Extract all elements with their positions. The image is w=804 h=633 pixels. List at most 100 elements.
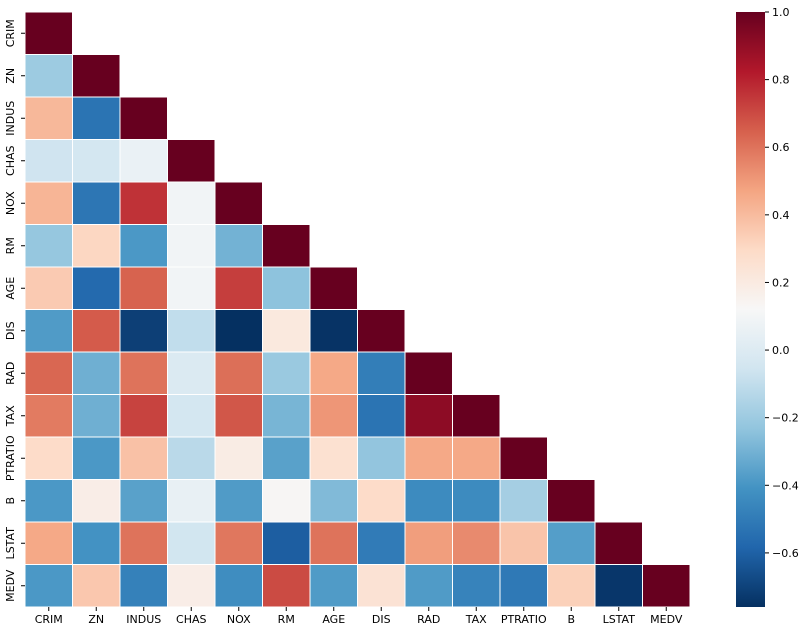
heatmap-cell-medv-age (309, 564, 358, 608)
x-tick-label: CHAS (176, 613, 206, 626)
x-tick-label: RM (278, 613, 295, 626)
heatmap-cell-dis-nox (214, 309, 263, 353)
y-tick-label: RAD (4, 362, 17, 385)
heatmap-cell-tax-age (309, 394, 358, 438)
heatmap-cell-lstat-age (309, 521, 358, 565)
heatmap-cell-ptratio-zn (72, 436, 121, 480)
heatmap-cell-medv-crim (24, 564, 73, 608)
heatmap-cell-zn-zn (72, 54, 121, 98)
heatmap-cell-age-rm (262, 266, 311, 310)
heatmap-cell-lstat-dis (357, 521, 406, 565)
heatmap-cell-ptratio-dis (357, 436, 406, 480)
colorbar-tick-label: −0.4 (772, 479, 799, 492)
x-tick-label: DIS (372, 613, 391, 626)
heatmap-cell-lstat-chas (167, 521, 216, 565)
heatmap-cell-ptratio-indus (119, 436, 168, 480)
y-tick-label: MEDV (4, 569, 17, 602)
y-tick-label: B (4, 497, 17, 505)
heatmap-cell-ptratio-crim (24, 436, 73, 480)
heatmap-cell-ptratio-ptratio (499, 436, 548, 480)
x-tick-label: INDUS (126, 613, 161, 626)
y-tick-label: DIS (4, 321, 17, 340)
y-tick-label: CHAS (4, 146, 17, 176)
heatmap-cell-crim-crim (24, 11, 73, 55)
x-tick-label: NOX (227, 613, 251, 626)
heatmap-cell-ptratio-nox (214, 436, 263, 480)
heatmap-cell-age-zn (72, 266, 121, 310)
heatmap-cell-tax-rad (404, 394, 453, 438)
heatmap-cell-b-crim (24, 479, 73, 523)
heatmap-cell-tax-indus (119, 394, 168, 438)
heatmap-cell-medv-zn (72, 564, 121, 608)
heatmap-cell-b-zn (72, 479, 121, 523)
heatmap-cell-lstat-nox (214, 521, 263, 565)
x-tick-label: RAD (417, 613, 440, 626)
heatmap-cell-b-rad (404, 479, 453, 523)
heatmap-cell-age-chas (167, 266, 216, 310)
y-tick-label: CRIM (4, 19, 17, 47)
colorbar-gradient (736, 12, 765, 607)
heatmap-cell-rm-crim (24, 224, 73, 268)
y-tick-label: PTRATIO (4, 435, 17, 481)
colorbar-tick-label: 0.4 (772, 209, 790, 222)
y-axis-ticks: CRIM ZN INDUS CHAS NOX RM AGE DIS RAD TAX PTRATIO B… (4, 19, 25, 602)
heatmap-cell-b-nox (214, 479, 263, 523)
heatmap-cell-lstat-lstat (594, 521, 643, 565)
x-tick-label: AGE (322, 613, 345, 626)
heatmap-cell-tax-tax (452, 394, 501, 438)
heatmap-cell-rm-nox (214, 224, 263, 268)
heatmap-cell-b-rm (262, 479, 311, 523)
heatmap-cell-indus-indus (119, 96, 168, 140)
heatmap-cell-medv-tax (452, 564, 501, 608)
colorbar-tick-label: 0.0 (772, 344, 790, 357)
y-tick-label: INDUS (4, 101, 17, 136)
colorbar-tick-label: 1.0 (772, 6, 790, 19)
colorbar-tick-label: 0.6 (772, 141, 790, 154)
heatmap-cell-lstat-rad (404, 521, 453, 565)
heatmap-cell-dis-rm (262, 309, 311, 353)
heatmap-cell-nox-zn (72, 181, 121, 225)
heatmap-cell-b-dis (357, 479, 406, 523)
heatmap-cell-rm-zn (72, 224, 121, 268)
heatmap-cell-lstat-ptratio (499, 521, 548, 565)
heatmap-cell-dis-zn (72, 309, 121, 353)
heatmap-cell-b-chas (167, 479, 216, 523)
heatmap-cell-tax-dis (357, 394, 406, 438)
heatmap-cell-rad-rm (262, 351, 311, 395)
heatmap-cell-chas-zn (72, 139, 121, 183)
colorbar-tick-label: −0.6 (772, 547, 799, 560)
x-tick-label: PTRATIO (501, 613, 547, 626)
heatmap-cell-rad-nox (214, 351, 263, 395)
heatmap-cell-medv-b (547, 564, 596, 608)
heatmap-cell-rad-chas (167, 351, 216, 395)
heatmap-cell-b-age (309, 479, 358, 523)
heatmap-cell-lstat-indus (119, 521, 168, 565)
heatmap-cell-rad-rad (404, 351, 453, 395)
y-tick-label: NOX (4, 191, 17, 215)
heatmap-cell-rad-indus (119, 351, 168, 395)
heatmap-cell-tax-zn (72, 394, 121, 438)
heatmap-cell-tax-chas (167, 394, 216, 438)
heatmap-cell-rad-age (309, 351, 358, 395)
heatmap-cell-rm-chas (167, 224, 216, 268)
x-axis-ticks: CRIM ZN INDUS CHAS NOX RM AGE DIS RAD TAX PTRATIO B… (35, 607, 683, 626)
heatmap-cell-medv-indus (119, 564, 168, 608)
heatmap-cell-rad-crim (24, 351, 73, 395)
heatmap-cell-b-ptratio (499, 479, 548, 523)
heatmap-cell-dis-chas (167, 309, 216, 353)
heatmap-cell-dis-dis (357, 309, 406, 353)
heatmap-cell-age-crim (24, 266, 73, 310)
heatmap-cell-medv-chas (167, 564, 216, 608)
heatmap-cell-rad-zn (72, 351, 121, 395)
heatmap-cell-ptratio-rad (404, 436, 453, 480)
heatmap-cell-nox-crim (24, 181, 73, 225)
heatmap-cell-rm-rm (262, 224, 311, 268)
colorbar-tick-label: 0.8 (772, 74, 790, 87)
colorbar: 1.0 0.8 0.6 0.4 0.2 0.0 −0.2 −0.4 −0.6 (736, 6, 799, 607)
colorbar-tick-label: 0.2 (772, 276, 790, 289)
heatmap-cell-medv-lstat (594, 564, 643, 608)
y-tick-label: RM (4, 237, 17, 254)
heatmap-cell-medv-nox (214, 564, 263, 608)
heatmap-cell-nox-indus (119, 181, 168, 225)
